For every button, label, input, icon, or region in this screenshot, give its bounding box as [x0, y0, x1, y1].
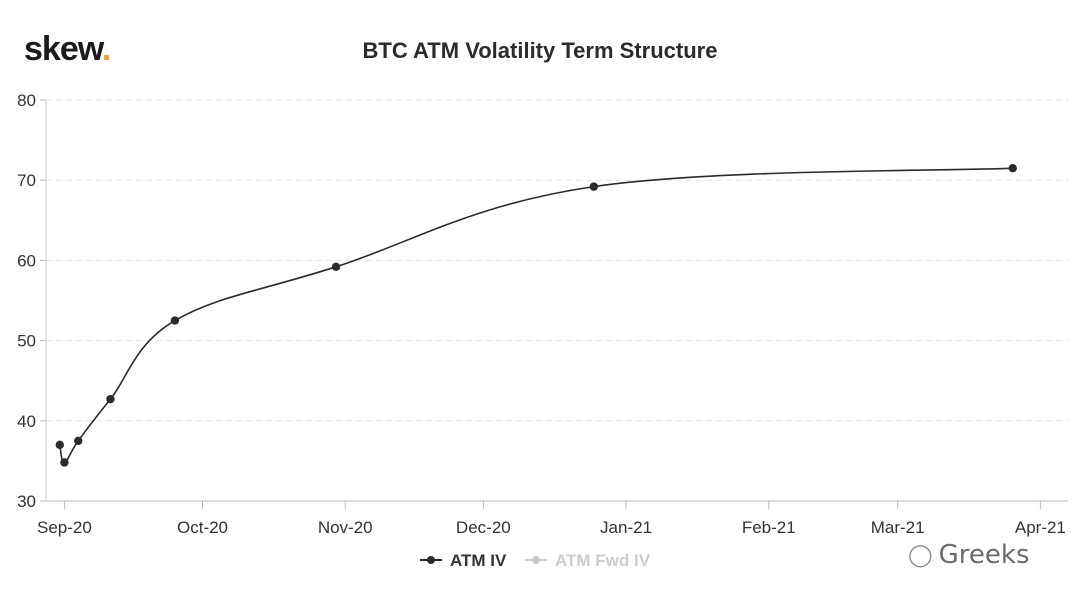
legend-symbol-dot: [532, 556, 540, 564]
x-tick-label-Mar-21: Mar-21: [871, 518, 925, 537]
logo-dot: .: [101, 30, 112, 68]
y-tick-label-80: 80: [17, 91, 36, 110]
legend-item-atm-iv[interactable]: ATM IV: [420, 551, 507, 570]
x-tick-label-Oct-20: Oct-20: [177, 518, 228, 537]
axes: [40, 99, 1068, 509]
chart-title: BTC ATM Volatility Term Structure: [362, 38, 718, 63]
x-tick-labels: Sep-20 Oct-20 Nov-20 Dec-20 Jan-21 Feb-21 Mar-…: [37, 518, 1066, 537]
data-point-1: [60, 458, 69, 467]
x-tick-label-Nov-20: Nov-20: [318, 518, 373, 537]
x-tick-label-Dec-20: Dec-20: [456, 518, 511, 537]
data-point-6: [589, 182, 599, 191]
x-tick-label-Feb-21: Feb-21: [742, 518, 796, 537]
grid-lines: [46, 99, 1068, 422]
legend-symbol-dot: [427, 556, 435, 564]
y-tick-label-50: 50: [17, 332, 36, 351]
y-tick-label-70: 70: [17, 171, 36, 190]
data-point-4: [170, 316, 180, 325]
wechat-icon: ◯: [908, 542, 933, 568]
y-tick-labels: 30 40 50 60 70 80: [17, 91, 36, 511]
legend-label: ATM IV: [450, 551, 507, 570]
data-point-3: [106, 394, 115, 404]
series-group: [55, 163, 1017, 467]
data-point-0: [55, 440, 65, 450]
series-line-atm-iv: [59, 167, 1013, 464]
legend-item-atm-fwd-iv[interactable]: ATM Fwd IV: [525, 551, 651, 570]
skew-logo: skew.: [24, 30, 112, 69]
data-point-2: [74, 436, 83, 446]
watermark-text: Greeks: [938, 540, 1030, 570]
watermark: ◯ Greeks: [908, 540, 1030, 570]
logo-text: skew: [24, 30, 103, 68]
legend-label: ATM Fwd IV: [555, 551, 651, 570]
y-tick-label-60: 60: [17, 251, 36, 270]
data-point-7: [1008, 163, 1017, 173]
legend[interactable]: ATM IV ATM Fwd IV: [420, 551, 651, 570]
x-tick-label-Sep-20: Sep-20: [37, 518, 92, 537]
x-tick-label-Jan-21: Jan-21: [600, 518, 652, 537]
data-point-5: [331, 262, 341, 272]
y-tick-label-30: 30: [17, 492, 36, 511]
x-tick-label-Apr-21: Apr-21: [1015, 518, 1066, 537]
y-tick-label-40: 40: [17, 412, 36, 431]
